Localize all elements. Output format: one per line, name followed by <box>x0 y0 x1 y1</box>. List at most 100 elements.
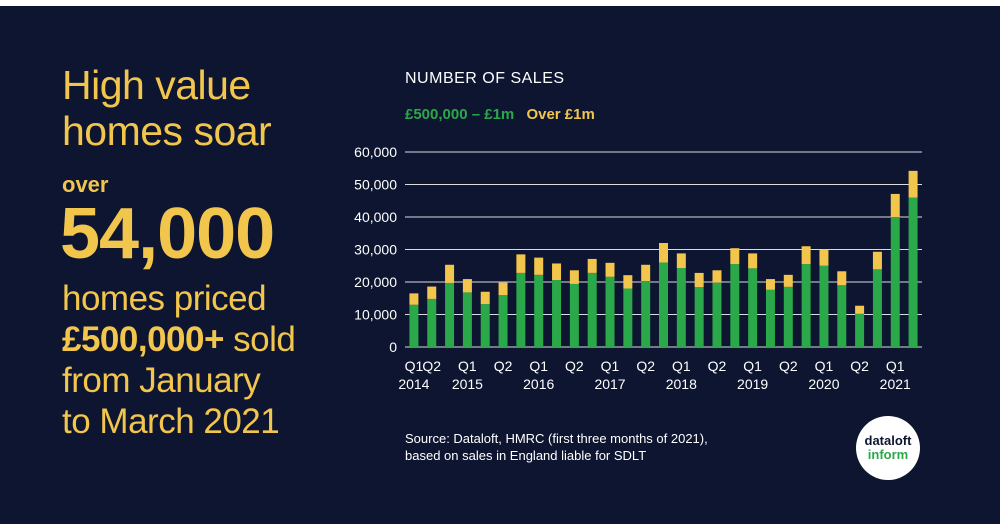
bar-segment-over-1m <box>748 253 758 269</box>
bar-segment-500k-1m <box>462 292 472 347</box>
stacked-bar-chart: 0 10,000 20,000 30,000 40,000 50,000 60,000 Q1 2… <box>354 144 922 392</box>
bar-segment-500k-1m <box>837 285 847 347</box>
description-line-2-rest: sold <box>223 320 296 359</box>
dataloft-logo: dataloft inform <box>856 416 920 480</box>
bar-segment-500k-1m <box>427 298 437 347</box>
y-tick-label: 10,000 <box>354 307 397 323</box>
bar-segment-500k-1m <box>694 287 704 347</box>
x-tick-label-year: 2021 <box>880 376 911 392</box>
bar-segment-500k-1m <box>552 280 562 347</box>
bar-segment-500k-1m <box>783 286 793 347</box>
x-tick-label-quarter: Q2 <box>565 358 584 374</box>
source-line-1: Source: Dataloft, HMRC (first three mont… <box>405 431 708 446</box>
bar-segment-over-1m <box>623 275 633 289</box>
bar-segment-500k-1m <box>855 313 865 347</box>
bar-segment-over-1m <box>569 270 579 284</box>
bar-segment-over-1m <box>605 262 615 277</box>
x-tick-label-quarter: Q2 <box>708 358 727 374</box>
bar-segment-500k-1m <box>890 217 900 347</box>
headline-line-2: homes soar <box>62 108 272 154</box>
x-tick-label-quarter: Q2 <box>422 358 441 374</box>
source-note: Source: Dataloft, HMRC (first three mont… <box>405 430 708 464</box>
logo-line-2: inform <box>867 447 909 462</box>
x-tick-label-quarter: Q1 <box>743 358 762 374</box>
x-tick-label-year: 2018 <box>666 376 697 392</box>
bar-segment-500k-1m <box>409 304 419 347</box>
bar-segment-over-1m <box>445 264 455 283</box>
x-tick-label-year: 2015 <box>452 376 483 392</box>
over-label: over <box>62 172 109 197</box>
bar-segment-over-1m <box>480 291 490 305</box>
x-tick-label-year: 2017 <box>594 376 625 392</box>
x-tick-label-quarter: Q1 <box>458 358 477 374</box>
bar-segment-over-1m <box>498 282 508 295</box>
x-tick-label-quarter: Q2 <box>494 358 513 374</box>
y-tick-label: 20,000 <box>354 274 397 290</box>
bar-segment-over-1m <box>534 257 544 275</box>
bar-segment-over-1m <box>516 254 526 273</box>
bar-segment-over-1m <box>694 272 704 288</box>
y-tick-label: 60,000 <box>354 144 397 160</box>
bar-segment-over-1m <box>837 271 847 286</box>
bar-segment-500k-1m <box>676 268 686 347</box>
x-tick-label-quarter: Q2 <box>636 358 655 374</box>
description: homes priced £500,000+ sold from January… <box>62 278 296 442</box>
bar-segment-500k-1m <box>534 274 544 347</box>
bar-segment-over-1m <box>676 253 686 269</box>
headline: High value homes soar <box>62 62 272 154</box>
x-tick-label-quarter: Q1 <box>815 358 834 374</box>
description-line-3: from January <box>62 361 261 400</box>
bar-segment-500k-1m <box>819 265 829 347</box>
bar-segment-500k-1m <box>587 272 597 347</box>
bar-segment-over-1m <box>783 274 793 287</box>
description-line-2: £500,000+ sold <box>62 319 296 360</box>
infographic-canvas: High value homes soar over 54,000 homes … <box>0 6 1000 524</box>
x-tick-label-year: 2016 <box>523 376 554 392</box>
bar-segment-500k-1m <box>480 304 490 347</box>
bar-segment-over-1m <box>409 293 419 305</box>
bar-segment-over-1m <box>587 258 597 273</box>
bar-segment-over-1m <box>819 249 829 266</box>
bar-segment-over-1m <box>801 246 811 265</box>
bar-segment-500k-1m <box>712 282 722 347</box>
bar-segment-500k-1m <box>765 289 775 347</box>
bar-segment-over-1m <box>872 251 882 270</box>
bar-segment-500k-1m <box>659 262 668 347</box>
x-tick-label-year: 2014 <box>398 376 429 392</box>
bar-segment-over-1m <box>552 263 562 281</box>
y-tick-label: 50,000 <box>354 177 397 193</box>
x-tick-label-quarter: Q1 <box>529 358 548 374</box>
x-tick-label-quarter: Q1 <box>672 358 691 374</box>
bar-segment-500k-1m <box>730 264 740 347</box>
chart-title: NUMBER OF SALES <box>405 70 565 87</box>
description-line-1: homes priced <box>62 279 267 318</box>
x-tick-label-quarter: Q2 <box>779 358 798 374</box>
bar-segment-over-1m <box>765 279 775 290</box>
bar-segment-over-1m <box>659 243 668 263</box>
y-tick-label: 0 <box>389 339 397 355</box>
bar-segment-500k-1m <box>801 264 811 347</box>
bar-segment-500k-1m <box>623 288 633 347</box>
x-tick-label-quarter: Q2 <box>850 358 869 374</box>
description-line-4: to March 2021 <box>62 402 280 441</box>
bar-segment-500k-1m <box>641 281 651 347</box>
bar-segment-over-1m <box>855 305 865 314</box>
bar-segment-500k-1m <box>872 269 882 347</box>
bar-segment-over-1m <box>730 248 740 265</box>
x-tick-label-quarter: Q1 <box>886 358 905 374</box>
bar-segment-500k-1m <box>445 282 455 347</box>
chart-legend: £500,000 – £1m Over £1m <box>405 106 603 123</box>
y-tick-label: 40,000 <box>354 209 397 225</box>
bar-segment-over-1m <box>890 193 900 217</box>
x-tick-label-quarter: Q1 <box>405 358 424 374</box>
bar-segment-500k-1m <box>605 276 615 347</box>
price-threshold: £500,000+ <box>62 320 224 359</box>
y-tick-label: 30,000 <box>354 242 397 258</box>
headline-line-1: High value <box>62 62 251 108</box>
legend-series-over-1m: Over £1m <box>526 106 595 123</box>
bar-segment-500k-1m <box>748 268 758 347</box>
source-line-2: based on sales in England liable for SDL… <box>405 448 647 463</box>
bar-segment-500k-1m <box>569 283 579 347</box>
logo-line-1: dataloft <box>864 433 912 448</box>
bar-segment-over-1m <box>462 279 472 293</box>
